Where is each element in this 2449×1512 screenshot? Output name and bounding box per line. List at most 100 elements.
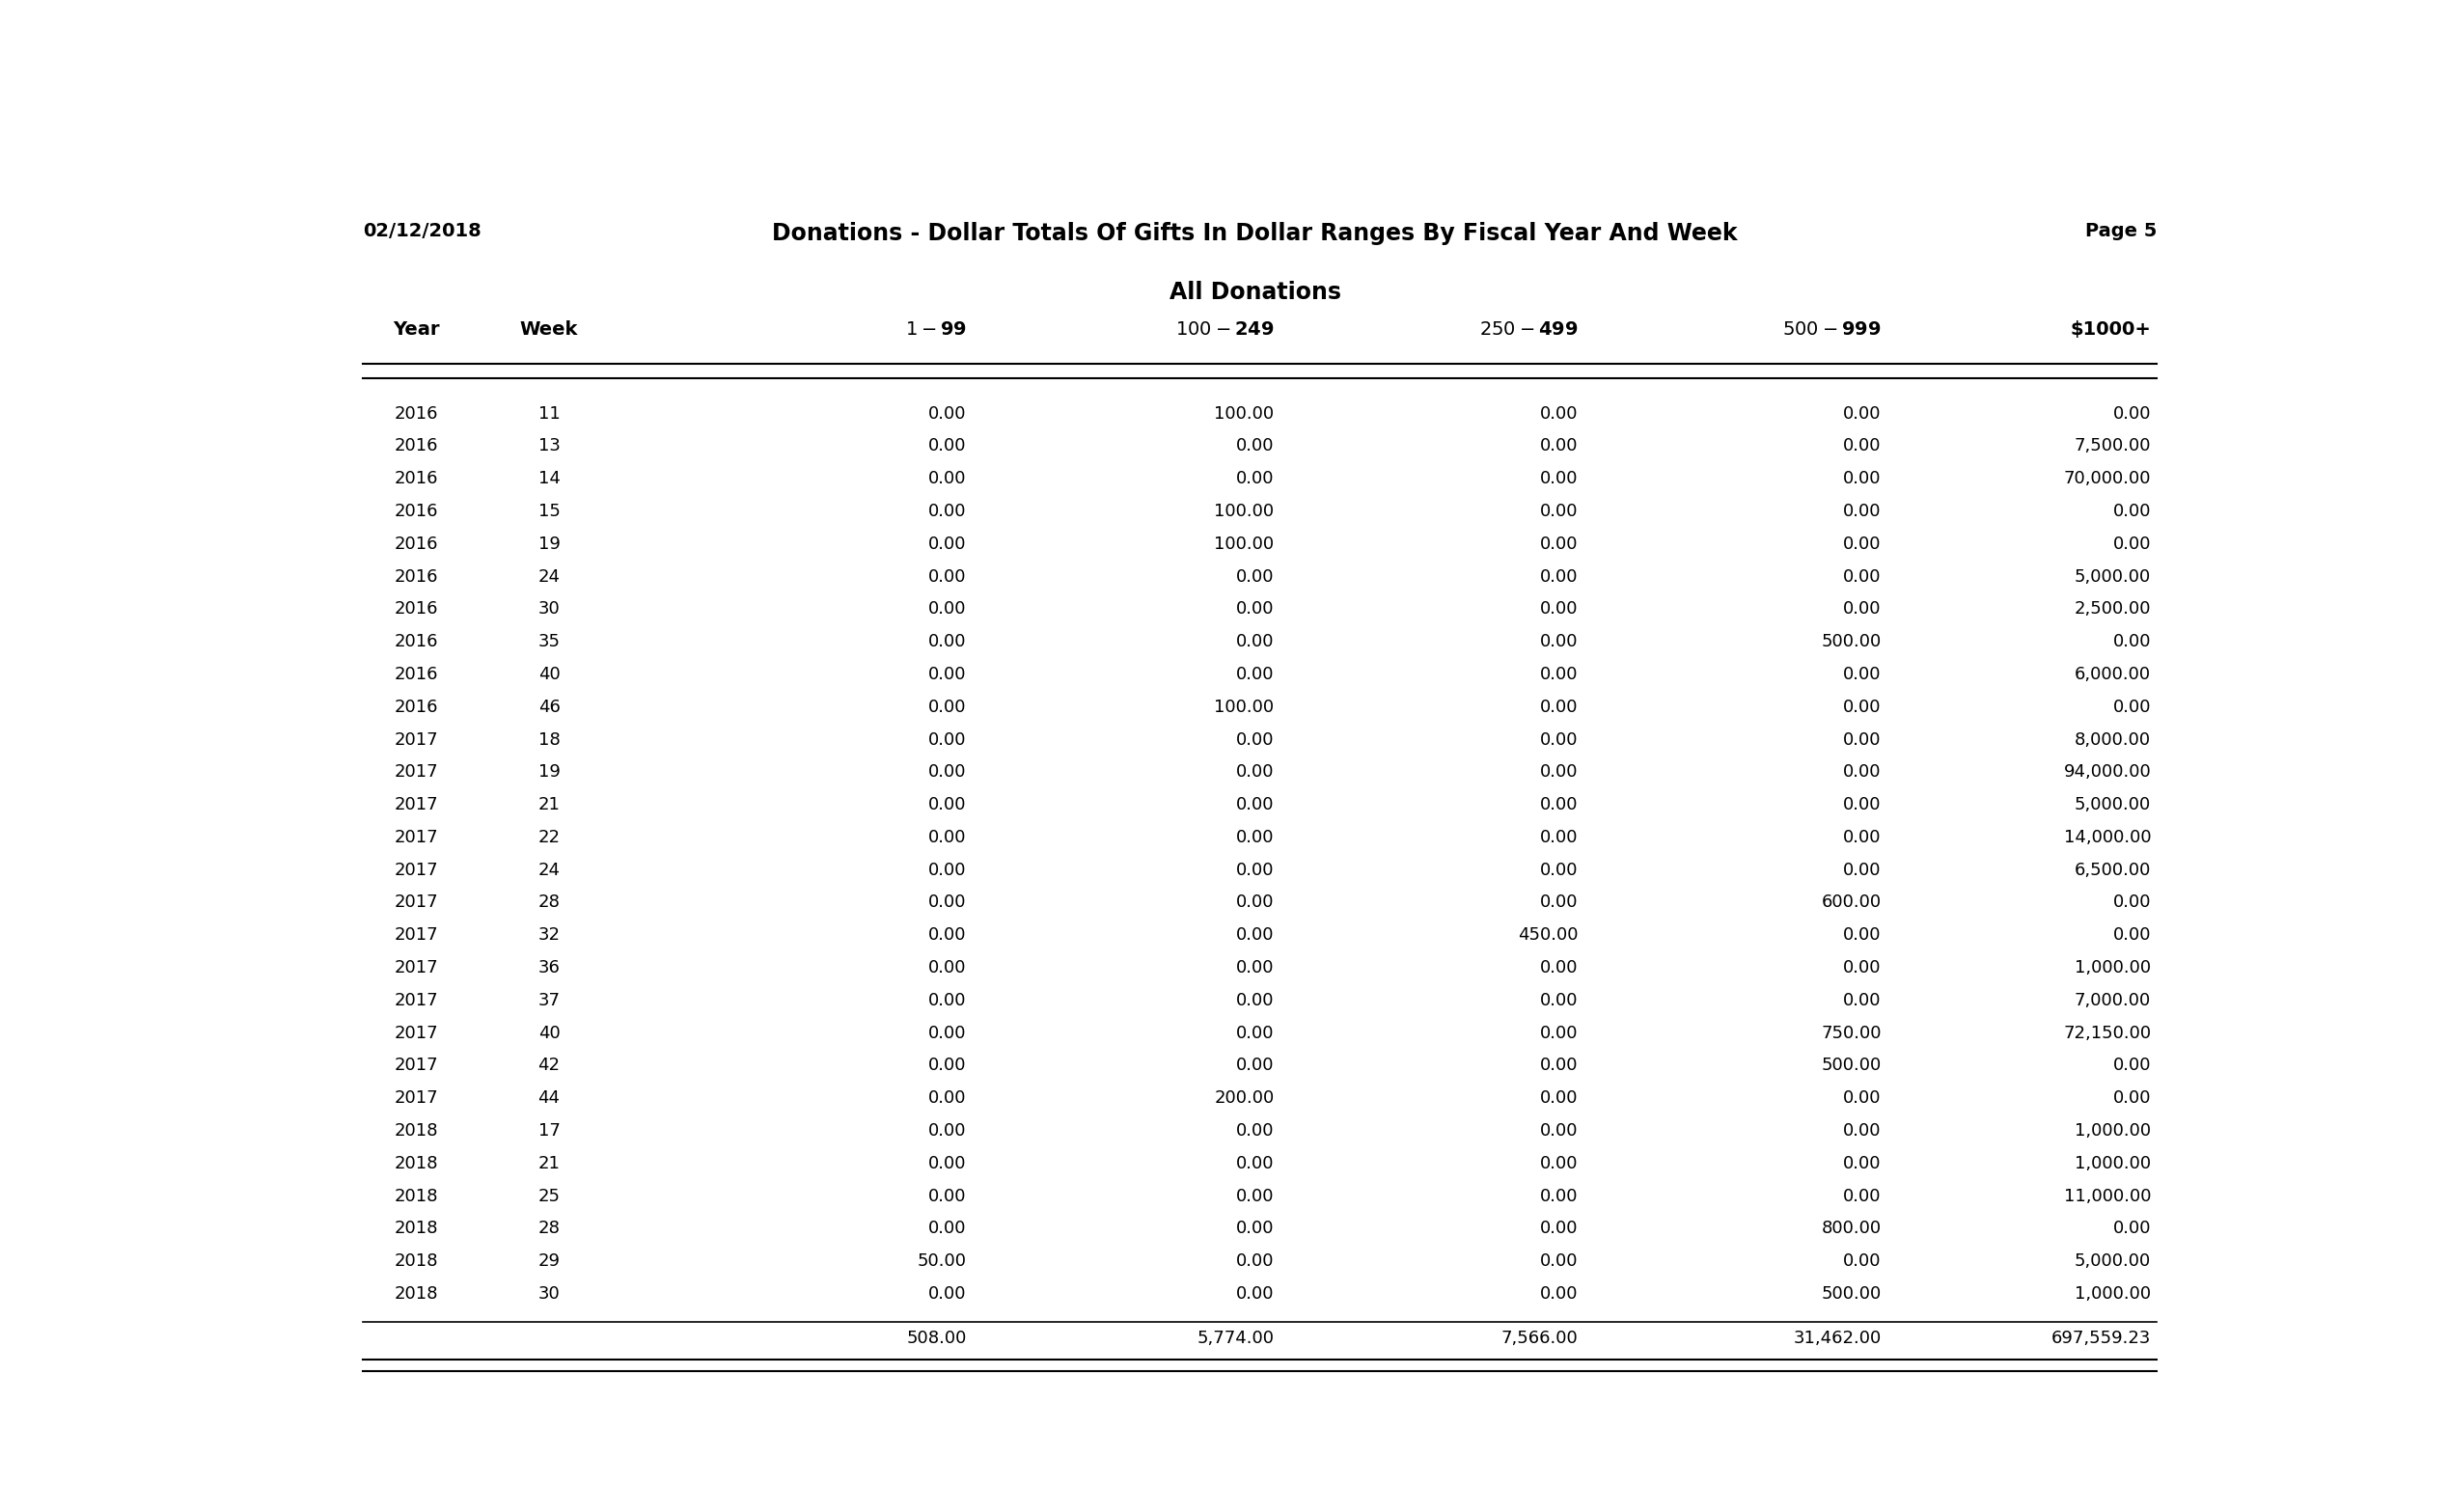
Text: 17: 17 [539, 1122, 561, 1140]
Text: 0.00: 0.00 [1540, 634, 1577, 650]
Text: 0.00: 0.00 [1540, 1285, 1577, 1302]
Text: 0.00: 0.00 [1540, 894, 1577, 912]
Text: 0.00: 0.00 [928, 797, 967, 813]
Text: 0.00: 0.00 [1237, 927, 1273, 943]
Text: 2017: 2017 [394, 730, 438, 748]
Text: 0.00: 0.00 [1237, 1285, 1273, 1302]
Text: 5,774.00: 5,774.00 [1198, 1329, 1273, 1347]
Text: 29: 29 [539, 1252, 561, 1270]
Text: $250 - $499: $250 - $499 [1479, 321, 1577, 339]
Text: 0.00: 0.00 [2113, 503, 2150, 520]
Text: 600.00: 600.00 [1822, 894, 1881, 912]
Text: 28: 28 [539, 1220, 561, 1237]
Text: 750.00: 750.00 [1822, 1024, 1881, 1042]
Text: 0.00: 0.00 [1540, 1024, 1577, 1042]
Text: 24: 24 [539, 569, 561, 585]
Text: $1000+: $1000+ [2069, 321, 2150, 339]
Text: 0.00: 0.00 [1237, 600, 1273, 618]
Text: 14,000.00: 14,000.00 [2065, 829, 2150, 847]
Text: 0.00: 0.00 [928, 665, 967, 683]
Text: 0.00: 0.00 [928, 1122, 967, 1140]
Text: Page 5: Page 5 [2084, 222, 2158, 240]
Text: 2017: 2017 [394, 1024, 438, 1042]
Text: 0.00: 0.00 [1844, 1122, 1881, 1140]
Text: 8,000.00: 8,000.00 [2074, 730, 2150, 748]
Text: 2018: 2018 [394, 1220, 438, 1237]
Text: 0.00: 0.00 [1844, 862, 1881, 878]
Text: 2016: 2016 [394, 437, 438, 455]
Text: 0.00: 0.00 [928, 894, 967, 912]
Text: 2017: 2017 [394, 764, 438, 780]
Text: 30: 30 [539, 1285, 561, 1302]
Text: 0.00: 0.00 [2113, 1090, 2150, 1107]
Text: 0.00: 0.00 [1844, 503, 1881, 520]
Text: 2017: 2017 [394, 862, 438, 878]
Text: 0.00: 0.00 [1844, 600, 1881, 618]
Text: 0.00: 0.00 [928, 634, 967, 650]
Text: 0.00: 0.00 [1237, 470, 1273, 487]
Text: 21: 21 [539, 1155, 561, 1172]
Text: 0.00: 0.00 [928, 470, 967, 487]
Text: 0.00: 0.00 [1540, 1057, 1577, 1075]
Text: 697,559.23: 697,559.23 [2052, 1329, 2150, 1347]
Text: 0.00: 0.00 [1844, 437, 1881, 455]
Text: 0.00: 0.00 [1540, 862, 1577, 878]
Text: 0.00: 0.00 [928, 764, 967, 780]
Text: 0.00: 0.00 [1540, 600, 1577, 618]
Text: 0.00: 0.00 [1237, 1122, 1273, 1140]
Text: 2017: 2017 [394, 797, 438, 813]
Text: 2,500.00: 2,500.00 [2074, 600, 2150, 618]
Text: 50.00: 50.00 [918, 1252, 967, 1270]
Text: 0.00: 0.00 [928, 1187, 967, 1205]
Text: 0.00: 0.00 [2113, 699, 2150, 715]
Text: 0.00: 0.00 [1540, 1187, 1577, 1205]
Text: 0.00: 0.00 [1844, 1090, 1881, 1107]
Text: 0.00: 0.00 [1844, 959, 1881, 977]
Text: 24: 24 [539, 862, 561, 878]
Text: 5,000.00: 5,000.00 [2074, 1252, 2150, 1270]
Text: 0.00: 0.00 [928, 1090, 967, 1107]
Text: 40: 40 [539, 1024, 561, 1042]
Text: 0.00: 0.00 [928, 503, 967, 520]
Text: 0.00: 0.00 [1237, 894, 1273, 912]
Text: 0.00: 0.00 [1540, 730, 1577, 748]
Text: 0.00: 0.00 [1540, 764, 1577, 780]
Text: 508.00: 508.00 [906, 1329, 967, 1347]
Text: 2017: 2017 [394, 894, 438, 912]
Text: 0.00: 0.00 [1237, 764, 1273, 780]
Text: 0.00: 0.00 [928, 699, 967, 715]
Text: 100.00: 100.00 [1215, 503, 1273, 520]
Text: 25: 25 [539, 1187, 561, 1205]
Text: 36: 36 [539, 959, 561, 977]
Text: 0.00: 0.00 [1540, 797, 1577, 813]
Text: 0.00: 0.00 [1540, 503, 1577, 520]
Text: 0.00: 0.00 [1844, 1187, 1881, 1205]
Text: 0.00: 0.00 [2113, 894, 2150, 912]
Text: 44: 44 [539, 1090, 561, 1107]
Text: 2016: 2016 [394, 665, 438, 683]
Text: 0.00: 0.00 [1540, 699, 1577, 715]
Text: 70,000.00: 70,000.00 [2065, 470, 2150, 487]
Text: 0.00: 0.00 [928, 1285, 967, 1302]
Text: 0.00: 0.00 [928, 1155, 967, 1172]
Text: 0.00: 0.00 [1540, 829, 1577, 847]
Text: 0.00: 0.00 [1237, 665, 1273, 683]
Text: 0.00: 0.00 [1237, 1057, 1273, 1075]
Text: 0.00: 0.00 [1844, 927, 1881, 943]
Text: 0.00: 0.00 [2113, 535, 2150, 553]
Text: 2017: 2017 [394, 829, 438, 847]
Text: 0.00: 0.00 [1237, 992, 1273, 1009]
Text: 100.00: 100.00 [1215, 699, 1273, 715]
Text: 500.00: 500.00 [1822, 634, 1881, 650]
Text: 0.00: 0.00 [1540, 665, 1577, 683]
Text: 30: 30 [539, 600, 561, 618]
Text: 46: 46 [539, 699, 561, 715]
Text: 0.00: 0.00 [1540, 1155, 1577, 1172]
Text: 500.00: 500.00 [1822, 1285, 1881, 1302]
Text: 0.00: 0.00 [928, 992, 967, 1009]
Text: 2017: 2017 [394, 959, 438, 977]
Text: 0.00: 0.00 [1844, 535, 1881, 553]
Text: 0.00: 0.00 [1844, 992, 1881, 1009]
Text: 0.00: 0.00 [928, 405, 967, 422]
Text: 2016: 2016 [394, 405, 438, 422]
